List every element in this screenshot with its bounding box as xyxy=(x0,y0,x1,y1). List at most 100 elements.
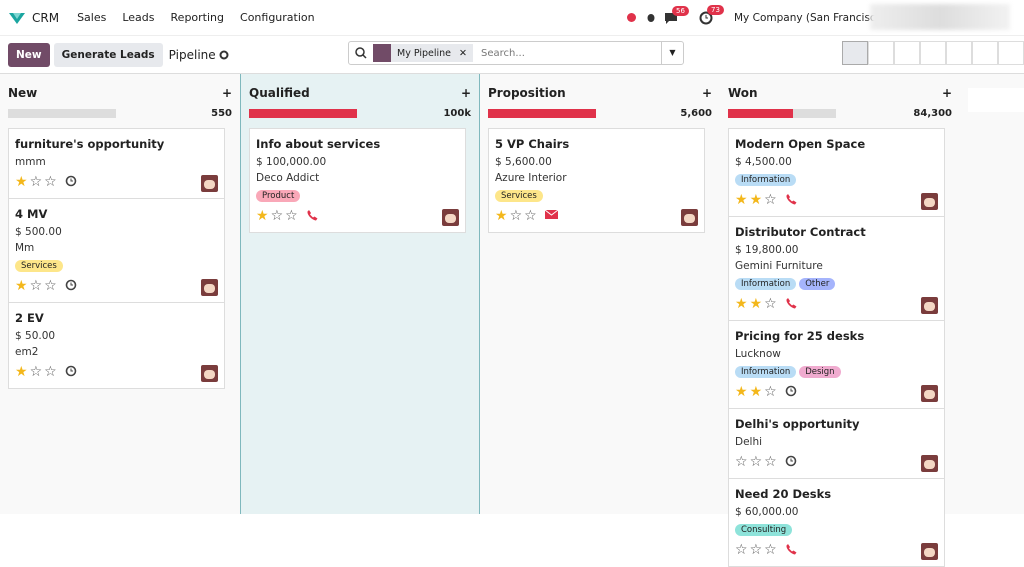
search-bar[interactable]: My Pipeline ✕ Search... ▼ xyxy=(348,41,684,65)
priority-star[interactable]: ★ xyxy=(749,296,763,312)
activity-icon[interactable] xyxy=(65,365,77,380)
priority-star[interactable]: ★ xyxy=(749,384,763,400)
priority-star[interactable]: ☆ xyxy=(509,208,523,224)
priority-star[interactable]: ★ xyxy=(735,192,748,208)
activities[interactable]: 73 xyxy=(699,5,724,28)
view-pivot[interactable] xyxy=(920,41,946,65)
kanban-card[interactable]: furniture's opportunity mmm ★ ☆ ☆ xyxy=(8,128,225,199)
menu-item[interactable]: Sales xyxy=(77,11,107,24)
messages[interactable]: 56 xyxy=(664,6,689,27)
kanban-card[interactable]: Modern Open Space $ 4,500.00 Information ★ ★… xyxy=(728,128,945,217)
app-logo[interactable] xyxy=(8,11,26,25)
add-column[interactable] xyxy=(968,88,1024,112)
priority-star[interactable]: ☆ xyxy=(764,192,777,208)
priority-star[interactable]: ☆ xyxy=(764,454,777,470)
view-graph[interactable] xyxy=(946,41,972,65)
activity-icon[interactable] xyxy=(785,385,797,400)
priority-star[interactable]: ☆ xyxy=(749,542,763,558)
view-kanban[interactable] xyxy=(842,41,868,65)
progress-segment[interactable] xyxy=(728,108,793,118)
kanban-card[interactable]: Pricing for 25 desks Lucknow Information De… xyxy=(728,320,945,409)
generate-button[interactable]: Generate Leads xyxy=(53,42,163,67)
menu-item[interactable]: Leads xyxy=(122,11,155,24)
priority-star[interactable]: ★ xyxy=(735,296,748,312)
progress-row: 84,300 xyxy=(728,106,952,120)
activity-icon[interactable] xyxy=(65,279,77,294)
activity-icon[interactable] xyxy=(306,209,318,224)
priority-star[interactable]: ★ xyxy=(15,278,28,294)
search-icon xyxy=(355,47,367,59)
priority-star[interactable]: ★ xyxy=(749,192,763,208)
new-button[interactable]: New xyxy=(8,42,50,67)
avatar[interactable] xyxy=(201,365,218,382)
kanban-card[interactable]: Need 20 Desks $ 60,000.00 Consulting ☆ ☆ ☆ xyxy=(728,478,945,567)
add-card[interactable]: + xyxy=(701,86,712,100)
progress-segment[interactable] xyxy=(249,108,357,118)
column-title: Qualified xyxy=(249,86,310,100)
debug-icon[interactable] xyxy=(645,11,657,23)
menu-item[interactable]: Reporting xyxy=(170,11,225,24)
search-toggle[interactable]: ▼ xyxy=(661,42,683,64)
priority-star[interactable]: ★ xyxy=(495,208,508,224)
avatar[interactable] xyxy=(921,455,938,472)
kanban-card[interactable]: 2 EV $ 50.00 em2 ★ ☆ ☆ xyxy=(8,302,225,389)
priority-star[interactable]: ☆ xyxy=(44,174,57,190)
gear-icon[interactable] xyxy=(219,50,229,60)
priority-star[interactable]: ☆ xyxy=(735,542,748,558)
priority-star[interactable]: ☆ xyxy=(749,454,763,470)
kanban-card[interactable]: Delhi's opportunity Delhi ☆ ☆ ☆ xyxy=(728,408,945,479)
company[interactable]: My Company (San Francisco) xyxy=(734,12,887,24)
record-dot[interactable] xyxy=(627,13,636,22)
progress-segment[interactable] xyxy=(793,108,836,118)
priority-star[interactable]: ☆ xyxy=(29,174,43,190)
avatar[interactable] xyxy=(201,175,218,192)
priority-star[interactable]: ☆ xyxy=(764,296,777,312)
add-card[interactable]: + xyxy=(460,86,471,100)
view-activity[interactable] xyxy=(998,41,1024,65)
add-card[interactable]: + xyxy=(941,86,952,100)
avatar[interactable] xyxy=(201,279,218,296)
avatar[interactable] xyxy=(921,385,938,402)
priority-star[interactable]: ☆ xyxy=(764,542,777,558)
avatar[interactable] xyxy=(442,209,459,226)
priority-star[interactable]: ★ xyxy=(15,364,28,380)
priority-star[interactable]: ☆ xyxy=(44,364,57,380)
progress-segment[interactable] xyxy=(8,108,116,118)
kanban-card[interactable]: 4 MV $ 500.00 Mm Services ★ ☆ ☆ xyxy=(8,198,225,303)
filter-facet[interactable]: My Pipeline ✕ xyxy=(373,44,473,62)
card-footer: ★ ☆ ☆ xyxy=(15,276,218,296)
kanban-card[interactable]: 5 VP Chairs $ 5,600.00 Azure Interior Servi… xyxy=(488,128,705,233)
priority-star[interactable]: ★ xyxy=(735,384,748,400)
avatar[interactable] xyxy=(921,543,938,560)
priority-star[interactable]: ☆ xyxy=(29,278,43,294)
priority-star[interactable]: ☆ xyxy=(764,384,777,400)
priority-star[interactable]: ☆ xyxy=(44,278,57,294)
priority-star[interactable]: ☆ xyxy=(735,454,748,470)
view-map[interactable] xyxy=(972,41,998,65)
kanban-card[interactable]: Distributor Contract $ 19,800.00 Gemini Fu… xyxy=(728,216,945,321)
activity-icon[interactable] xyxy=(785,543,797,558)
priority-star[interactable]: ★ xyxy=(15,174,28,190)
view-list[interactable] xyxy=(868,41,894,65)
menu-item[interactable]: Configuration xyxy=(240,11,315,24)
activity-icon[interactable] xyxy=(785,193,797,208)
priority-star[interactable]: ☆ xyxy=(285,208,298,224)
avatar[interactable] xyxy=(921,297,938,314)
activity-icon[interactable] xyxy=(65,175,77,190)
add-card[interactable]: + xyxy=(221,86,232,100)
activity-icon[interactable] xyxy=(544,209,559,223)
priority-star[interactable]: ★ xyxy=(256,208,269,224)
priority-star[interactable]: ☆ xyxy=(524,208,537,224)
view-calendar[interactable] xyxy=(894,41,920,65)
priority-star[interactable]: ☆ xyxy=(29,364,43,380)
app-name[interactable]: CRM xyxy=(32,10,60,25)
search-input[interactable]: Search... xyxy=(481,47,525,59)
avatar[interactable] xyxy=(921,193,938,210)
activity-icon[interactable] xyxy=(785,297,797,312)
avatar[interactable] xyxy=(681,209,698,226)
priority-star[interactable]: ☆ xyxy=(270,208,284,224)
progress-segment[interactable] xyxy=(488,108,596,118)
kanban-card[interactable]: Info about services $ 100,000.00 Deco Addi… xyxy=(249,128,466,233)
user-menu[interactable] xyxy=(870,4,1010,30)
activity-icon[interactable] xyxy=(785,455,797,470)
